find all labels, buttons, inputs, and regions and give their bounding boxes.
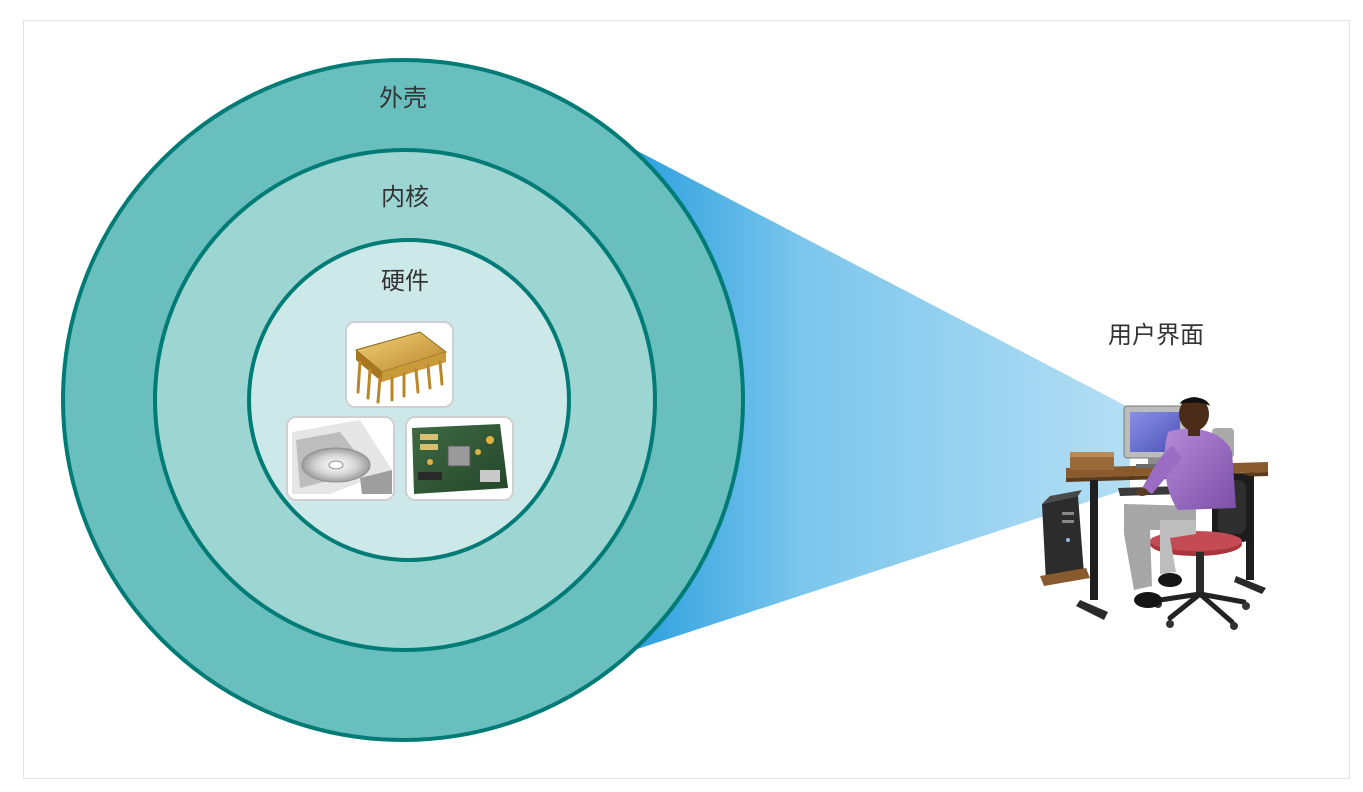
shell-label: 外壳 (379, 84, 427, 112)
user-at-computer-icon (1040, 397, 1268, 630)
interface-beam (628, 146, 1130, 652)
kernel-label: 内核 (381, 183, 429, 211)
optical-disc-drive-icon (286, 416, 395, 501)
hardware-label: 硬件 (381, 267, 429, 295)
motherboard-icon (405, 416, 514, 501)
user-interface-label: 用户界面 (1108, 321, 1204, 349)
ic-chip-icon (345, 321, 454, 408)
